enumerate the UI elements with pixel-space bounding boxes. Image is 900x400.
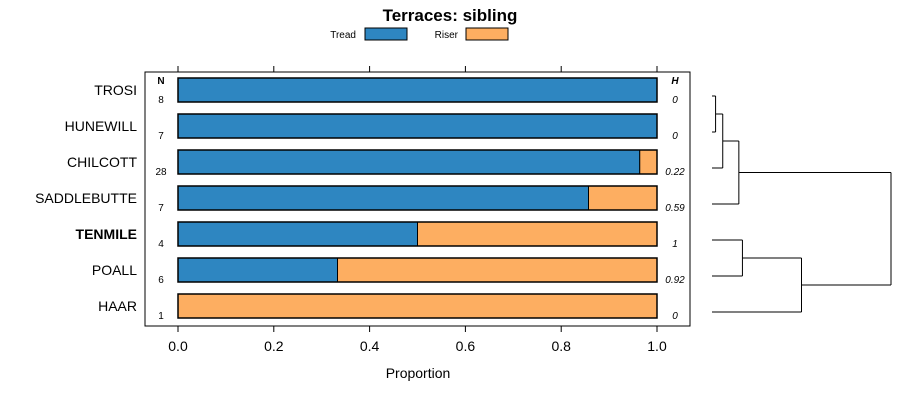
category-label: TROSI <box>94 82 137 98</box>
top-axis-ticks <box>177 66 658 72</box>
h-value: 0 <box>672 95 678 106</box>
x-tick-label: 0.8 <box>551 338 571 354</box>
category-label: POALL <box>92 262 137 278</box>
legend-swatch-riser <box>465 27 509 41</box>
legend-label-riser: Riser <box>435 30 459 41</box>
bar-riser <box>337 257 658 283</box>
bar-tread <box>177 221 418 247</box>
x-tick-label: 0.0 <box>168 338 188 354</box>
bar-riser <box>639 149 658 175</box>
row-tenmile: TENMILE 4 1 <box>76 221 678 250</box>
category-label: TENMILE <box>76 226 137 242</box>
h-value: 0 <box>672 311 678 322</box>
h-value: 0.22 <box>665 167 685 178</box>
n-value: 6 <box>158 275 164 286</box>
h-value: 0 <box>672 131 678 142</box>
x-tick-label: 0.4 <box>360 338 380 354</box>
legend-label-tread: Tread <box>330 30 356 41</box>
row-hunewill: HUNEWILL 7 0 <box>65 113 678 142</box>
row-trosi: TROSI 8 0 <box>94 77 678 106</box>
row-poall: POALL 6 0.92 <box>92 257 685 286</box>
h-value: 1 <box>672 239 678 250</box>
category-label: HUNEWILL <box>65 118 138 134</box>
bar-outline <box>177 257 658 283</box>
plot-frame <box>144 71 691 327</box>
h-value: 0.59 <box>665 203 685 214</box>
bar-tread <box>177 185 590 211</box>
bar-outline <box>177 77 658 103</box>
n-value: 28 <box>155 167 167 178</box>
n-value: 7 <box>158 203 164 214</box>
bar-tread <box>177 257 339 283</box>
h-value: 0.92 <box>665 275 685 286</box>
legend: Tread Riser <box>330 27 509 41</box>
row-haar: HAAR 1 0 <box>98 293 678 322</box>
n-value: 4 <box>158 239 164 250</box>
bar-outline <box>177 221 658 247</box>
x-tick-label: 0.2 <box>264 338 284 354</box>
n-value: 1 <box>158 311 164 322</box>
x-axis: 0.0 0.2 0.4 0.6 0.8 1.0 <box>168 326 667 354</box>
n-header: N <box>157 76 164 87</box>
bar-outline <box>177 113 658 139</box>
chart-title: Terraces: sibling <box>383 6 518 25</box>
category-label: HAAR <box>98 298 137 314</box>
bar-tread <box>177 149 641 175</box>
bar-riser <box>588 185 658 211</box>
n-value: 7 <box>158 131 164 142</box>
bar-outline <box>177 293 658 319</box>
x-tick-label: 1.0 <box>647 338 667 354</box>
bar-riser <box>417 221 658 247</box>
legend-swatch-tread <box>364 27 408 41</box>
row-saddlebutte: SADDLEBUTTE 7 0.59 <box>35 185 685 214</box>
bar-rows: TROSI 8 0 HUNEWILL 7 0 CHILCOTT 28 0.22 SADDLEBUT… <box>35 77 685 322</box>
dendrogram <box>712 95 892 313</box>
x-tick-label: 0.6 <box>456 338 476 354</box>
bar-outline <box>177 185 658 211</box>
bar-outline <box>177 149 658 175</box>
category-label: CHILCOTT <box>67 154 137 170</box>
bar-tread <box>177 113 658 139</box>
h-header: H <box>671 76 679 87</box>
bar-tread <box>177 77 658 103</box>
row-chilcott: CHILCOTT 28 0.22 <box>67 149 685 178</box>
bar-riser <box>177 293 658 319</box>
x-axis-label: Proportion <box>386 365 451 381</box>
category-label: SADDLEBUTTE <box>35 190 137 206</box>
n-value: 8 <box>158 95 164 106</box>
